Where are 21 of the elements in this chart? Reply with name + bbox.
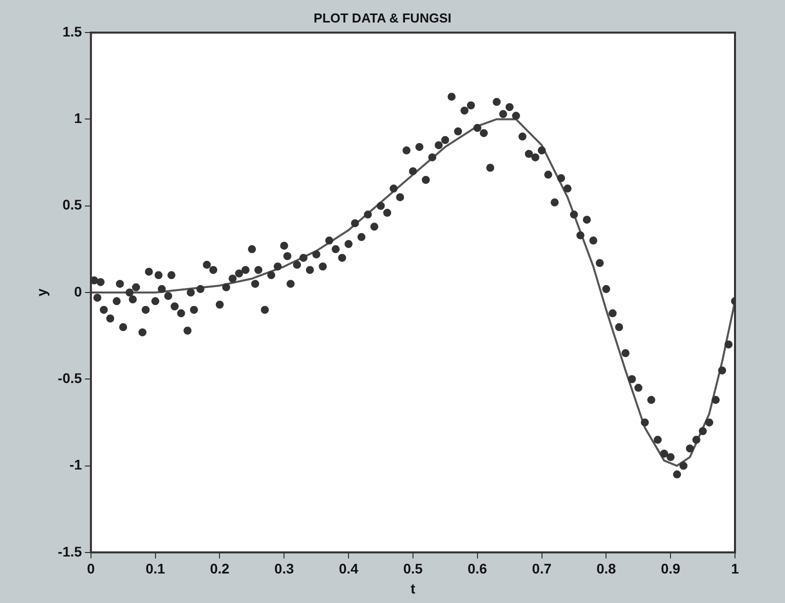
y-tick-label: 1 (74, 110, 82, 126)
y-axis-title: y (33, 288, 50, 296)
chart-title: PLOT DATA & FUNGSI (314, 10, 452, 26)
y-tick-label: -0.5 (58, 370, 82, 386)
x-tick-label: 0.4 (338, 560, 358, 577)
y-tick-label: 1.5 (62, 23, 82, 40)
x-tick-label: 0.8 (596, 560, 616, 577)
x-tick-label: 0.1 (146, 560, 166, 577)
x-tick-label: 0.5 (403, 560, 423, 577)
x-tick-label: 0.7 (532, 560, 552, 577)
x-tick-label: 0.9 (660, 560, 681, 577)
x-tick-label: 0 (87, 560, 96, 577)
y-tick-label: 0 (74, 283, 82, 300)
x-tick-label: 0.2 (210, 560, 230, 577)
y-tick-label: 0.5 (62, 196, 82, 213)
x-tick-label: 1 (731, 560, 740, 577)
x-tick-label: 0.6 (468, 560, 488, 577)
y-tick-label: -1.5 (58, 543, 82, 560)
y-tick-label: -1 (69, 456, 82, 473)
x-tick-label: 0.3 (274, 560, 294, 577)
x-axis-title: t (410, 580, 416, 596)
